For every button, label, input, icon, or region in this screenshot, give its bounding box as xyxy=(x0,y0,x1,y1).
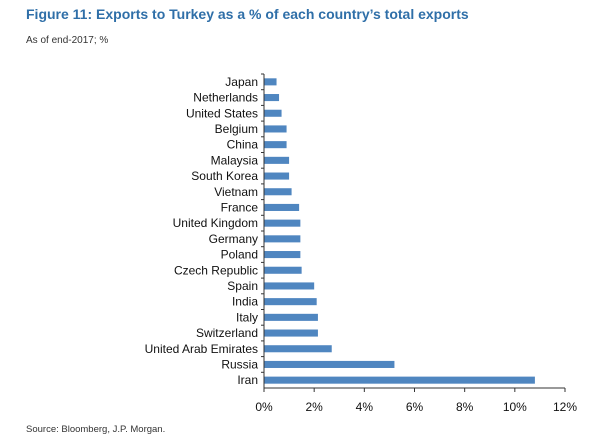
category-label: Czech Republic xyxy=(174,263,258,277)
category-label: Vietnam xyxy=(214,185,258,199)
category-label: Poland xyxy=(221,248,258,262)
bar-china xyxy=(264,141,287,149)
category-label: Netherlands xyxy=(193,91,258,105)
bar-netherlands xyxy=(264,94,280,102)
bar-switzerland xyxy=(264,329,318,337)
bar-vietnam xyxy=(264,188,292,196)
source-note: Source: Bloomberg, J.P. Morgan. xyxy=(26,424,166,435)
bar-czech-republic xyxy=(264,266,302,274)
category-label: Iran xyxy=(237,373,258,387)
bar-belgium xyxy=(264,125,287,133)
x-tick-label: 4% xyxy=(356,400,374,414)
category-label: Malaysia xyxy=(211,153,259,167)
category-label: France xyxy=(221,200,259,214)
bar-russia xyxy=(264,360,395,368)
x-tick-label: 2% xyxy=(305,400,323,414)
bar-france xyxy=(264,203,300,211)
chart-title: Figure 11: Exports to Turkey as a % of e… xyxy=(26,6,469,22)
bar-malaysia xyxy=(264,156,290,164)
bar-italy xyxy=(264,313,318,321)
x-tick-label: 0% xyxy=(255,400,273,414)
category-label: India xyxy=(232,295,258,309)
bar-united-arab-emirates xyxy=(264,345,332,353)
category-label: United Kingdom xyxy=(173,216,258,230)
bar-japan xyxy=(264,78,277,86)
bar-united-states xyxy=(264,109,282,117)
category-label: China xyxy=(227,138,259,152)
bar-germany xyxy=(264,235,301,243)
category-label: United States xyxy=(186,106,258,120)
category-label: Japan xyxy=(225,75,258,89)
x-tick-label: 6% xyxy=(406,400,424,414)
bar-united-kingdom xyxy=(264,219,301,227)
bar-india xyxy=(264,298,317,306)
category-label: United Arab Emirates xyxy=(145,342,258,356)
x-tick-label: 8% xyxy=(456,400,474,414)
bar-spain xyxy=(264,282,315,290)
x-tick-label: 12% xyxy=(553,400,577,414)
category-label: Switzerland xyxy=(196,326,258,340)
bar-south-korea xyxy=(264,172,290,180)
category-label: South Korea xyxy=(191,169,258,183)
category-label: Belgium xyxy=(215,122,258,136)
category-label: Russia xyxy=(221,357,258,371)
category-label: Germany xyxy=(209,232,258,246)
bar-iran xyxy=(264,376,535,384)
x-tick-label: 10% xyxy=(503,400,527,414)
category-label: Spain xyxy=(227,279,258,293)
bar-poland xyxy=(264,251,301,259)
chart-subtitle: As of end-2017; % xyxy=(26,35,109,46)
category-label: Italy xyxy=(236,310,258,324)
